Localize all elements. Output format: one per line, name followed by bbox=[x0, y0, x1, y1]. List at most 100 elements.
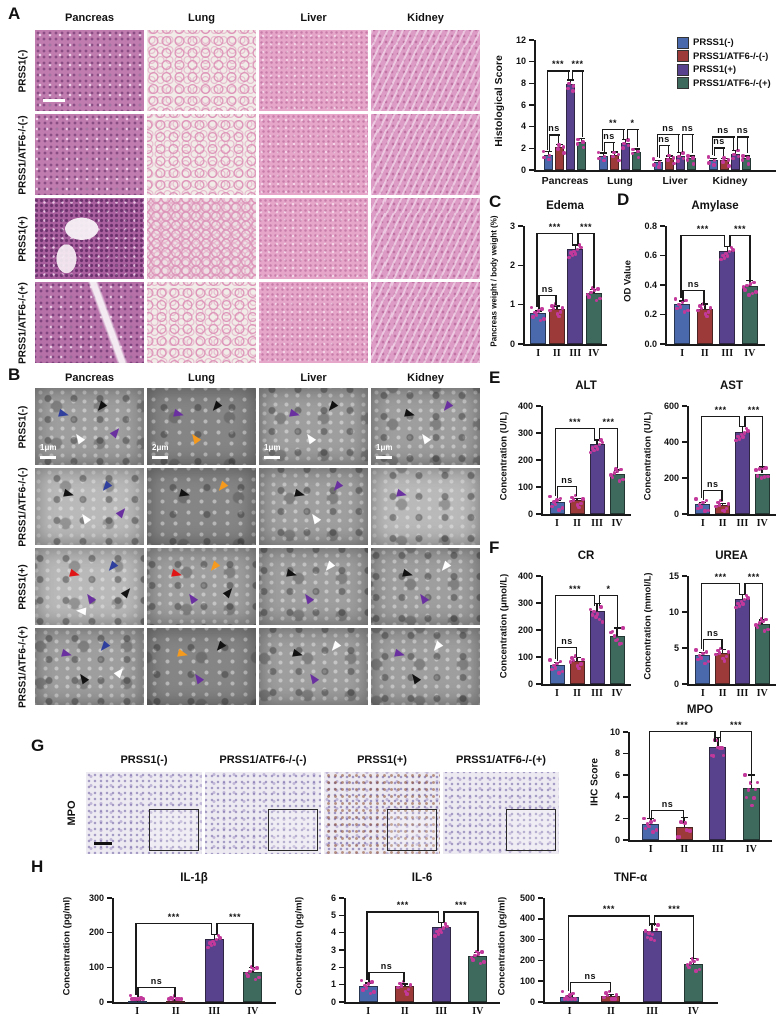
data-point bbox=[683, 821, 687, 825]
ihc-tile-prss1(+) bbox=[324, 772, 440, 854]
y-axis bbox=[687, 406, 689, 514]
data-point bbox=[573, 654, 578, 658]
y-tick-label: 6 bbox=[520, 99, 526, 110]
data-point bbox=[745, 283, 749, 288]
chart-title: TNF-α bbox=[613, 872, 648, 884]
sig-bracket bbox=[137, 986, 176, 988]
data-point bbox=[718, 746, 722, 750]
y-tick bbox=[529, 82, 534, 85]
data-point bbox=[750, 291, 755, 296]
sig-bracket-end bbox=[593, 595, 595, 607]
sig-bracket-end bbox=[650, 809, 653, 820]
sig-bracket-end bbox=[616, 595, 618, 631]
data-point bbox=[754, 468, 758, 472]
data-point bbox=[762, 475, 767, 479]
bar-group-4 bbox=[585, 292, 602, 344]
panel-g-row-label: MPO bbox=[66, 800, 78, 826]
data-point bbox=[605, 993, 610, 998]
data-point bbox=[599, 605, 603, 609]
data-point bbox=[594, 298, 599, 303]
panel-a-row-label: PRSS1/ATF6-/-(-) bbox=[17, 114, 29, 195]
data-point bbox=[716, 648, 720, 653]
data-point bbox=[570, 253, 574, 258]
panel-a-column-header: Pancreas bbox=[65, 12, 114, 24]
y-tick-label: 0 bbox=[527, 508, 533, 519]
data-point bbox=[681, 156, 686, 161]
data-point bbox=[529, 305, 533, 310]
x-tick-label: IV bbox=[588, 348, 600, 359]
data-point bbox=[370, 980, 374, 984]
data-point bbox=[172, 994, 177, 998]
sig-label: ns bbox=[736, 125, 749, 136]
x-tick-label: II bbox=[573, 688, 581, 699]
data-point bbox=[652, 163, 656, 167]
sig-label: ** bbox=[608, 117, 618, 128]
data-point bbox=[741, 602, 745, 606]
y-tick bbox=[623, 731, 628, 733]
y-tick bbox=[339, 949, 344, 951]
x-tick-label: III bbox=[591, 518, 603, 529]
data-point bbox=[675, 306, 679, 311]
data-point bbox=[719, 257, 723, 262]
em-arrow-white bbox=[328, 640, 342, 654]
histology-tile-kidney-row4 bbox=[371, 282, 480, 363]
data-point bbox=[686, 308, 690, 313]
data-point bbox=[755, 474, 760, 478]
data-point bbox=[567, 81, 571, 86]
bar-group-3 bbox=[734, 599, 750, 684]
y-tick-label: 100 bbox=[519, 975, 535, 986]
sig-label: ns bbox=[584, 970, 597, 981]
error-bar-cap bbox=[607, 993, 615, 996]
histology-tile-pancreas-row3 bbox=[35, 198, 144, 279]
error-bar-cap bbox=[677, 151, 684, 154]
y-tick bbox=[529, 60, 534, 63]
data-point bbox=[594, 615, 598, 619]
data-point bbox=[727, 249, 732, 254]
data-point bbox=[612, 471, 617, 475]
error-bar bbox=[679, 152, 682, 156]
y-tick-label: 200 bbox=[663, 472, 679, 483]
y-tick bbox=[682, 683, 687, 685]
data-point bbox=[679, 820, 683, 824]
data-point bbox=[408, 983, 413, 987]
em-arrow-white bbox=[303, 431, 316, 445]
data-point bbox=[602, 154, 607, 159]
data-point bbox=[671, 156, 676, 160]
bar-group-4 bbox=[243, 971, 263, 1002]
data-point bbox=[697, 653, 702, 658]
data-point bbox=[590, 446, 595, 450]
y-tick-label: 0 bbox=[614, 834, 620, 845]
sig-bracket-end bbox=[616, 427, 618, 469]
legend-swatch bbox=[677, 63, 689, 76]
error-bar bbox=[213, 934, 215, 939]
chart-ast: AST Concentration (U/L) 0 200 400 600 I II III IV… bbox=[641, 376, 784, 534]
error-bar bbox=[761, 467, 763, 474]
x-tick-label: IV bbox=[745, 844, 757, 855]
y-tick bbox=[536, 602, 541, 604]
data-point bbox=[744, 593, 749, 598]
histology-tile-lung-row2 bbox=[147, 114, 256, 195]
data-point bbox=[244, 971, 249, 976]
data-point bbox=[678, 305, 683, 309]
sig-bracket-end bbox=[477, 911, 479, 952]
y-tick bbox=[660, 254, 665, 257]
sig-bracket-end bbox=[648, 915, 651, 927]
x-tick-label: III bbox=[591, 688, 603, 699]
x-tick-label: III bbox=[569, 348, 582, 359]
data-point bbox=[469, 955, 474, 960]
error-bar-cap bbox=[567, 79, 574, 81]
error-bar-cap bbox=[437, 921, 445, 924]
data-point bbox=[361, 988, 365, 992]
em-arrow-white bbox=[430, 640, 444, 654]
y-tick-label: 8 bbox=[614, 748, 620, 759]
y-tick-label: 4 bbox=[330, 927, 336, 938]
error-bar bbox=[440, 922, 442, 928]
data-point bbox=[692, 959, 696, 964]
data-point bbox=[681, 820, 685, 825]
data-point bbox=[720, 746, 724, 750]
y-tick-label: 0 bbox=[529, 996, 535, 1007]
sig-bracket-end bbox=[252, 922, 254, 967]
panel-b-row-label: PRSS1(+) bbox=[17, 563, 29, 610]
data-point bbox=[209, 943, 213, 948]
x-tick-label: IV bbox=[247, 1006, 259, 1017]
